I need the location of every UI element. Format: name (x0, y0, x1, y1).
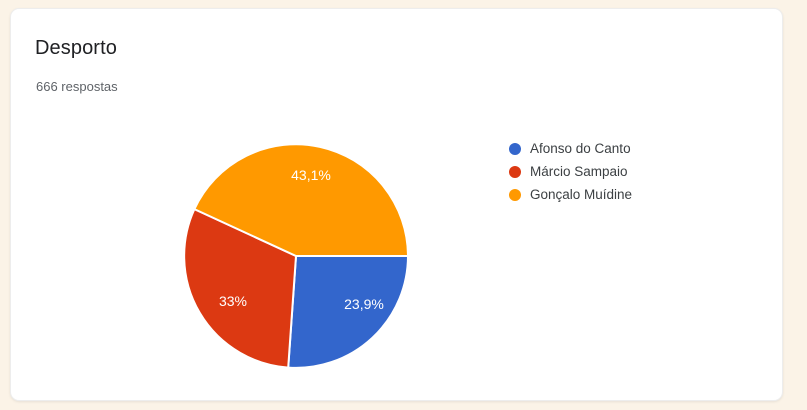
pie-slice-label-goncalo-muidine: 43,1% (291, 167, 331, 183)
legend-color-dot-icon (509, 142, 521, 155)
legend-item-label: Márcio Sampaio (530, 163, 628, 179)
legend-item-label: Afonso do Canto (530, 140, 631, 156)
pie-slice-label-marcio-sampaio: 33% (219, 293, 247, 309)
pie-slice-goncalo-muidine[interactable] (193, 143, 410, 257)
response-count-label: 666 respostas (36, 79, 118, 94)
chart-legend: Afonso do Canto Márcio Sampaio Gonçalo M… (509, 137, 739, 206)
legend-color-dot-icon (509, 165, 521, 178)
legend-item-label: Gonçalo Muídine (530, 186, 633, 202)
legend-item-afonso-do-canto[interactable]: Afonso do Canto (509, 137, 739, 160)
legend-color-dot-icon (509, 188, 521, 201)
page-title: Desporto (35, 37, 117, 59)
legend-item-goncalo-muidine[interactable]: Gonçalo Muídine (509, 183, 739, 206)
pie-slice-afonso-do-canto[interactable] (287, 255, 410, 369)
pie-chart: 23,9% 33% 43,1% Afonso do Canto Márcio S… (11, 9, 784, 402)
pie-slice-label-afonso-do-canto: 23,9% (344, 296, 384, 312)
legend-item-marcio-sampaio[interactable]: Márcio Sampaio (509, 160, 739, 183)
pie-chart-svg: 23,9% 33% 43,1% (183, 143, 410, 369)
question-summary-card: Desporto 666 respostas 23,9% 33% 43,1% A… (10, 8, 783, 401)
pie-slice-marcio-sampaio[interactable] (183, 207, 298, 369)
